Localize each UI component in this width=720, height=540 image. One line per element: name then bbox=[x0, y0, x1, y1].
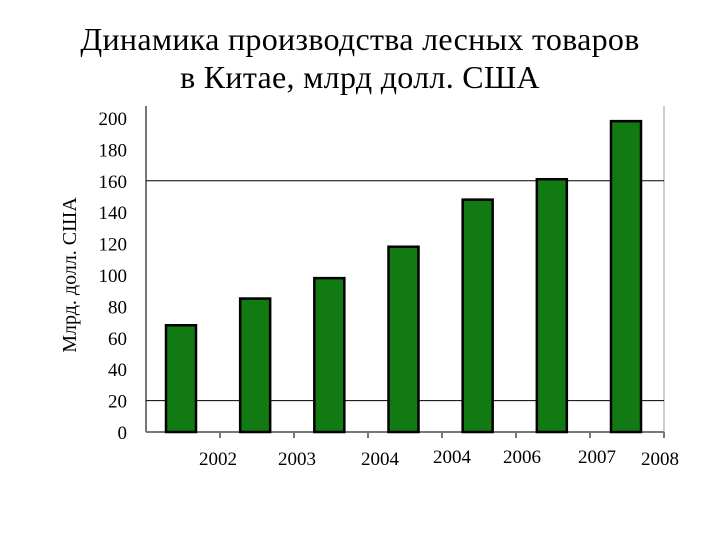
bar bbox=[461, 198, 494, 434]
chart-title-line-1: Динамика производства лесных товаров bbox=[80, 21, 640, 57]
y-tick-label: 40 bbox=[108, 360, 127, 381]
x-tick-labels: 2002 2003 2004 2004 2006 2007 2008 bbox=[199, 447, 679, 470]
x-tick-label: 2003 bbox=[278, 449, 316, 470]
y-tick-label: 20 bbox=[108, 392, 127, 413]
x-tick-label: 2004 bbox=[433, 447, 472, 468]
y-tick-label: 0 bbox=[118, 423, 128, 444]
y-tick-label: 180 bbox=[99, 140, 128, 161]
y-tick-label: 80 bbox=[108, 297, 127, 318]
x-tick-label: 2004 bbox=[361, 449, 400, 470]
bar bbox=[387, 245, 420, 434]
bar bbox=[164, 323, 198, 434]
y-tick-label: 160 bbox=[99, 172, 128, 193]
x-tick-label: 2008 bbox=[641, 449, 679, 470]
bar bbox=[609, 119, 643, 434]
y-tick-label: 140 bbox=[99, 203, 128, 224]
x-tick-label: 2007 bbox=[578, 447, 616, 468]
y-tick-label: 200 bbox=[99, 109, 128, 130]
chart-axes bbox=[145, 106, 665, 438]
chart-title-line-2: в Китае, млрд долл. США bbox=[180, 59, 540, 95]
y-tick-labels: 0 20 40 60 80 100 120 140 160 180 200 bbox=[99, 109, 128, 444]
y-tick-label: 100 bbox=[99, 266, 128, 287]
bar-series bbox=[164, 119, 643, 434]
y-axis-label: Млрд. долл. США bbox=[59, 197, 81, 353]
bar bbox=[535, 177, 569, 434]
y-tick-label: 120 bbox=[99, 235, 128, 256]
x-tick-label: 2002 bbox=[199, 449, 237, 470]
y-tick-label: 60 bbox=[108, 329, 127, 350]
x-tick-label: 2006 bbox=[503, 447, 541, 468]
bar bbox=[313, 276, 346, 434]
chart-title: Динамика производства лесных товаров в К… bbox=[0, 20, 720, 96]
bar bbox=[238, 297, 272, 434]
